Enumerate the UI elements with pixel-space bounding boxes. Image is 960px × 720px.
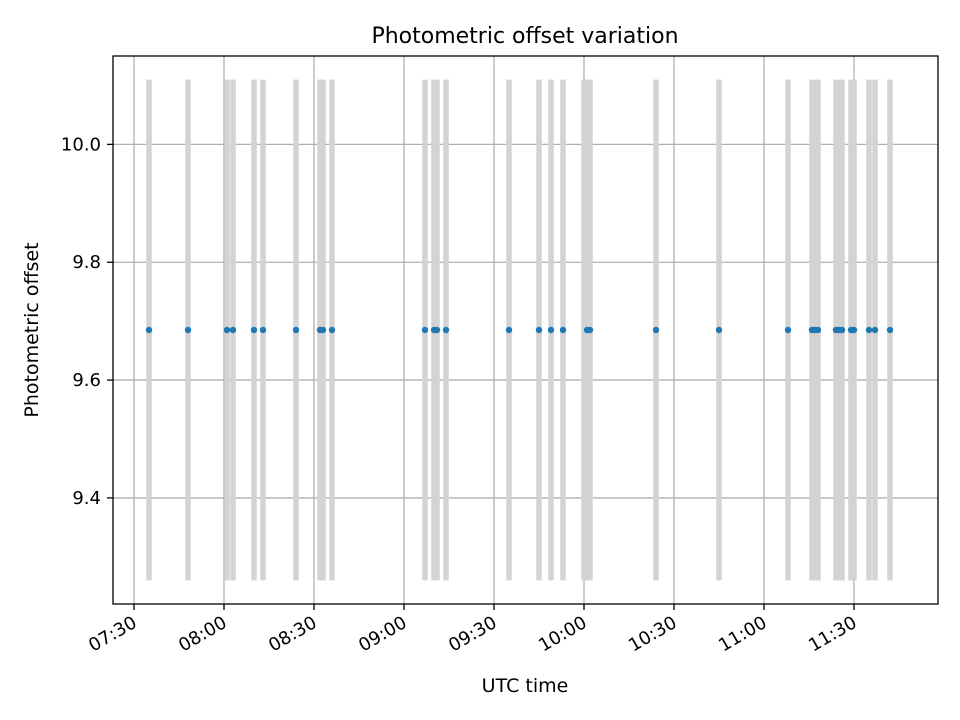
data-point (505, 326, 513, 334)
data-point (547, 326, 555, 334)
data-point (433, 326, 441, 334)
data-point (838, 326, 846, 334)
data-point (784, 326, 792, 334)
data-point (259, 326, 267, 334)
y-tick-label: 9.4 (72, 488, 101, 509)
plot-area-frame (112, 55, 939, 605)
data-point (145, 326, 153, 334)
data-point (586, 326, 594, 334)
y-tick-label: 9.8 (72, 252, 101, 273)
data-point (652, 326, 660, 334)
data-point (421, 326, 429, 334)
data-point (442, 326, 450, 334)
data-point (886, 326, 894, 334)
data-point (535, 326, 543, 334)
data-point (865, 326, 873, 334)
data-point (814, 326, 822, 334)
y-axis-title: Photometric offset (21, 242, 43, 417)
data-point (715, 326, 723, 334)
x-axis-title: UTC time (482, 675, 569, 697)
chart-title: Photometric offset variation (371, 24, 678, 49)
data-point (850, 326, 858, 334)
data-point (229, 326, 237, 334)
y-tick-label: 9.6 (72, 370, 101, 391)
y-tick-label: 10.0 (61, 134, 101, 155)
data-point (328, 326, 336, 334)
data-point (250, 326, 258, 334)
data-point (223, 326, 231, 334)
data-point (559, 326, 567, 334)
data-series (145, 326, 894, 334)
data-point (319, 326, 327, 334)
data-point (871, 326, 879, 334)
data-point (184, 326, 192, 334)
data-point (292, 326, 300, 334)
y-axis-ticks: 9.4 9.6 9.8 10.0 (61, 134, 113, 509)
